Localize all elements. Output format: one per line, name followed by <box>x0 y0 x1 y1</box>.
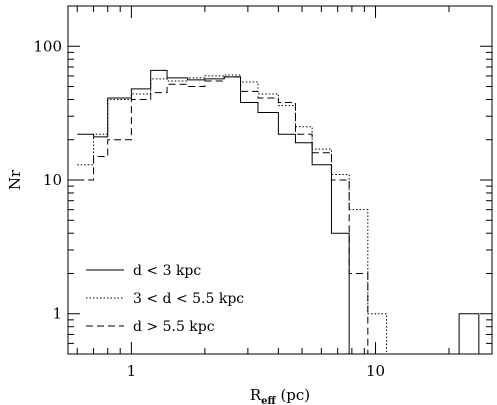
series-group <box>77 69 480 354</box>
x-tick-label: 10 <box>366 362 385 380</box>
y-tick-label: 100 <box>33 37 62 55</box>
series-line-0 <box>77 69 480 354</box>
x-tick-label: 1 <box>127 362 137 380</box>
legend-label: d > 5.5 kpc <box>133 319 215 335</box>
tick-labels: 1 10 1 10 100 <box>33 37 385 380</box>
x-axis-label-subscript: eff <box>261 396 276 405</box>
series-dotted <box>77 74 388 354</box>
axis-ticks <box>68 5 493 355</box>
series-line-1 <box>77 74 388 354</box>
x-axis-label-unit: (pc) <box>276 386 310 404</box>
y-tick-label: 1 <box>52 305 62 323</box>
y-axis-label: Nr <box>6 169 24 190</box>
plot-area <box>67 5 493 355</box>
legend-label: 3 < d < 5.5 kpc <box>133 291 244 307</box>
y-tick-label: 10 <box>43 171 62 189</box>
legend: d < 3 kpc 3 < d < 5.5 kpc d > 5.5 kpc <box>86 263 244 335</box>
series-line-2 <box>77 76 369 354</box>
legend-label: d < 3 kpc <box>133 263 201 279</box>
x-axis-label-main: R <box>250 386 262 404</box>
plot-frame <box>67 5 493 355</box>
series-dashed <box>77 76 369 354</box>
series-solid <box>77 69 480 354</box>
x-axis-label: Reff (pc) <box>250 386 310 405</box>
